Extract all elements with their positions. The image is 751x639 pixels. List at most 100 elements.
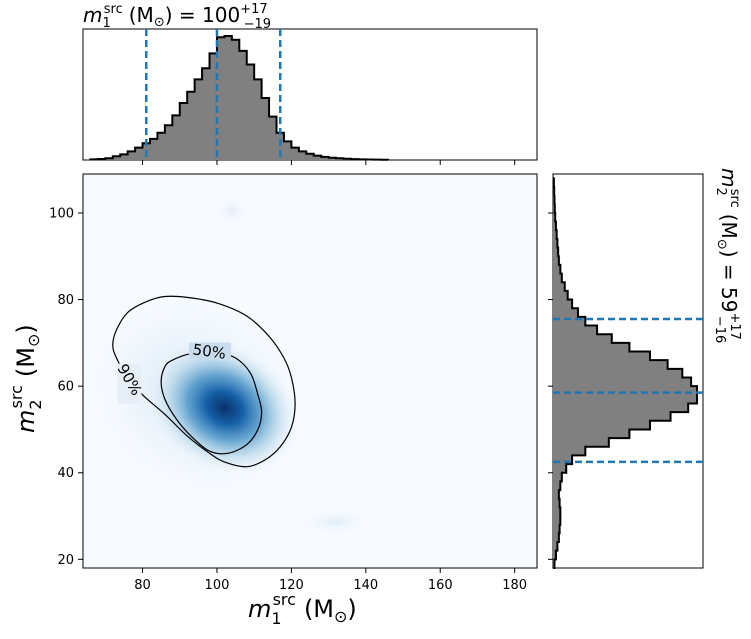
title-m2-sub: 2 — [713, 187, 728, 195]
m2-histogram-bin — [553, 377, 691, 386]
m1-histogram-bin — [351, 159, 358, 160]
title-m1-sub: 1 — [102, 16, 110, 31]
m2-histogram-bin — [553, 542, 557, 551]
x-tick-label: 140 — [353, 578, 378, 593]
m1-histogram — [89, 35, 390, 161]
xlabel-sub: 1 — [271, 609, 281, 628]
title-m1-eq: ) = 100 — [165, 3, 240, 27]
m2-histogram-bin — [553, 343, 629, 352]
title-m2-unit-sub: ⊙ — [714, 239, 729, 250]
x-tick-label: 100 — [205, 578, 230, 593]
title-m1-minus: −19 — [244, 17, 271, 32]
m2-histogram-bin — [553, 352, 650, 361]
title-m2-symbol: m — [717, 168, 741, 187]
m2-histogram-bin — [553, 230, 557, 239]
m2-histogram-bin — [553, 438, 609, 447]
m2-histogram-bin — [553, 178, 554, 187]
top-marginal-panel: m1src (M⊙) = 100+17 −19 — [82, 2, 538, 165]
m2-histogram-bin — [553, 196, 554, 205]
m2-histogram-bin — [553, 213, 555, 222]
m2-marginal-title: m2src (M⊙) = 59+17−16 — [712, 168, 742, 343]
m2-histogram-bin — [553, 412, 671, 421]
m1-histogram-bin — [343, 159, 350, 160]
m1-histogram-bin — [165, 125, 172, 160]
density-core — [150, 341, 299, 475]
m1-histogram-bin — [262, 98, 269, 160]
m2-histogram-bin — [553, 481, 560, 490]
m2-histogram-bin — [553, 429, 629, 438]
m1-histogram-bin — [157, 133, 164, 160]
y-axis-ticks: 20 40 60 80 100 — [49, 206, 83, 568]
m2-histogram-bin — [553, 282, 565, 291]
m1-marginal-title: m1src (M⊙) = 100+17 −19 — [83, 2, 271, 32]
m2-histogram-bin — [553, 326, 597, 335]
m1-histogram-bin — [284, 141, 291, 160]
m1-histogram-bin — [135, 148, 142, 160]
m1-histogram-bin — [358, 159, 365, 160]
m2-histogram-fill — [553, 178, 697, 569]
y-tick-label: 100 — [49, 206, 74, 221]
m1-histogram-bin — [98, 159, 105, 160]
m2-histogram-bin — [553, 248, 558, 257]
credible-contours: 50%90% — [112, 295, 296, 468]
m1-histogram-bin — [105, 158, 112, 160]
m1-histogram-bin — [232, 40, 239, 160]
m2-histogram-bin — [553, 300, 572, 309]
ylabel-sup: src — [7, 385, 26, 408]
m1-histogram-bin — [299, 151, 306, 160]
x-tick-label: 160 — [428, 578, 453, 593]
x-axis-label: m1src (M⊙) — [248, 590, 357, 628]
m1-histogram-bin — [336, 158, 343, 160]
y-tick-label: 40 — [57, 466, 74, 481]
m2-histogram-step — [552, 177, 698, 569]
title-m2-sup: src — [727, 189, 742, 208]
m2-credible-lines — [553, 317, 703, 464]
ylabel-symbol: m — [12, 410, 40, 433]
m2-histogram-bin — [553, 516, 560, 525]
title-m2-minus: −16 — [712, 316, 727, 343]
m1-histogram-bin — [128, 151, 135, 160]
m1-histogram-bin — [329, 158, 336, 160]
m1-histogram-bin — [187, 92, 194, 160]
m1-histogram-bin — [269, 117, 276, 160]
x-tick-label: 80 — [134, 578, 151, 593]
y-tick-label: 60 — [57, 380, 74, 395]
title-m1-unit: (M — [129, 3, 154, 27]
m2-histogram-bin — [553, 274, 562, 283]
joint-panel-frame — [82, 173, 538, 569]
y-axis-label: m2src (M⊙) — [7, 324, 45, 433]
title-m1-plus: +17 — [240, 2, 267, 17]
m2-histogram-bin — [553, 256, 559, 265]
m1-histogram-bin — [90, 159, 97, 160]
m1-histogram-bin — [291, 148, 298, 160]
x-tick-label: 120 — [279, 578, 304, 593]
ylabel-unit: (M — [12, 347, 40, 377]
title-m2-eq: ) = 59 — [717, 250, 741, 313]
m2-histogram-bin — [553, 369, 682, 378]
m1-histogram-bin — [224, 36, 231, 160]
top-panel-ticks — [142, 160, 516, 165]
m1-histogram-bin — [120, 154, 127, 160]
m2-histogram-bin — [553, 308, 578, 317]
x-axis-ticks: 80 100 120 140 160 180 — [134, 568, 527, 593]
m2-histogram-bin — [553, 464, 566, 473]
m2-histogram-bin — [553, 473, 562, 482]
density-faint-top — [214, 196, 250, 224]
m1-histogram-bin — [113, 156, 120, 160]
title-m1-unit-sub: ⊙ — [154, 15, 165, 30]
m2-histogram-bin — [553, 499, 560, 508]
m1-histogram-bin — [254, 79, 261, 160]
m1-histogram-bin — [239, 51, 246, 160]
m1-histogram-bin — [202, 68, 209, 160]
xlabel-sup: src — [273, 590, 296, 609]
x-tick-label: 180 — [502, 578, 527, 593]
m2-histogram-bin — [553, 551, 556, 560]
m2-histogram-bin — [553, 291, 568, 300]
xlabel-unit-sub: ⊙ — [334, 607, 347, 626]
m2-histogram-bin — [553, 187, 554, 196]
m1-histogram-bin — [180, 103, 187, 160]
title-m1-symbol: m — [83, 3, 102, 27]
m1-histogram-bin — [247, 65, 254, 160]
